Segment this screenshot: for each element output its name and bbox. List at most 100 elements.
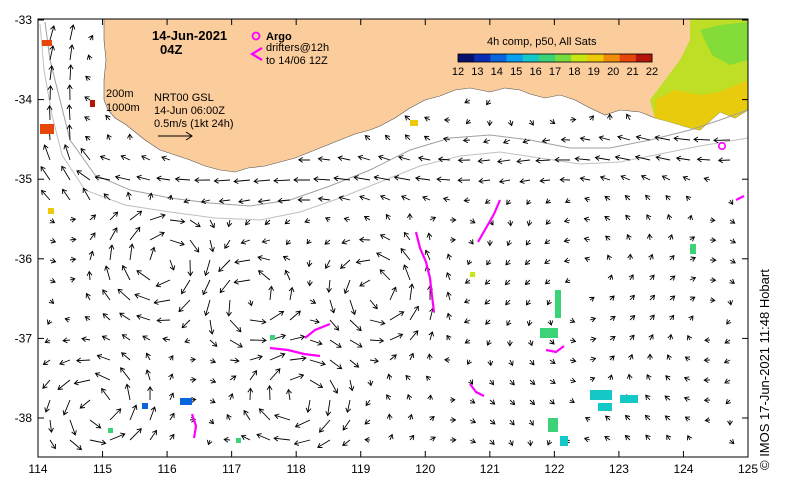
current-arrow — [629, 334, 635, 341]
current-arrow — [409, 305, 419, 321]
current-arrow — [141, 155, 151, 161]
current-arrow — [343, 279, 351, 295]
current-arrow — [364, 437, 371, 443]
current-arrow — [429, 436, 436, 442]
colorbar-tick-label: 17 — [549, 66, 561, 78]
current-arrow — [645, 194, 651, 201]
current-arrow — [286, 388, 292, 401]
current-arrow — [309, 318, 320, 325]
current-arrow — [167, 194, 174, 201]
current-arrow — [353, 175, 371, 181]
current-arrow — [84, 135, 91, 142]
current-arrow — [569, 337, 577, 344]
current-arrow — [526, 199, 532, 205]
current-arrow — [203, 299, 211, 317]
current-arrow — [646, 214, 652, 221]
current-arrow — [161, 155, 171, 162]
current-arrow — [373, 174, 391, 181]
current-arrow — [269, 310, 285, 321]
colorbar-segment — [571, 54, 588, 62]
current-arrow — [624, 414, 631, 421]
current-arrow — [266, 384, 273, 401]
current-arrow — [289, 334, 306, 341]
current-arrow — [202, 279, 211, 296]
current-arrow — [149, 213, 166, 221]
current-arrow — [61, 165, 71, 181]
current-arrow — [589, 296, 595, 302]
current-arrow — [589, 336, 597, 343]
drifter-track — [414, 231, 436, 313]
current-arrow — [703, 397, 711, 403]
current-arrow — [563, 237, 571, 244]
current-arrow — [546, 299, 552, 306]
current-arrow — [386, 394, 392, 401]
current-arrow — [289, 355, 307, 362]
current-arrow — [169, 412, 175, 421]
current-arrow — [369, 319, 386, 326]
current-arrow — [349, 299, 357, 316]
current-arrow — [337, 155, 351, 162]
current-arrow — [405, 374, 411, 381]
current-arrow — [584, 256, 591, 263]
x-tick-label: 116 — [158, 462, 177, 476]
current-arrow — [506, 239, 512, 247]
current-arrow — [449, 437, 457, 443]
current-arrow — [509, 399, 516, 406]
current-arrow — [273, 413, 291, 421]
current-arrow — [604, 436, 611, 441]
current-arrow — [607, 374, 614, 381]
current-arrow — [48, 64, 55, 81]
current-arrow — [102, 313, 111, 321]
current-arrow — [269, 368, 281, 381]
current-arrow — [696, 156, 711, 163]
current-arrow — [569, 377, 577, 384]
current-arrow — [389, 354, 397, 361]
plot-frame — [37, 18, 749, 458]
current-arrow — [516, 158, 531, 165]
current-arrow — [162, 336, 171, 343]
current-arrow — [384, 134, 391, 141]
current-arrow — [468, 379, 474, 385]
current-arrow — [544, 258, 551, 264]
legend-drifters-line1: drifters@12h — [266, 42, 329, 54]
y-tick-label: -38 — [15, 411, 33, 425]
current-arrow — [669, 295, 676, 301]
current-arrow — [727, 419, 733, 426]
current-arrow — [226, 299, 232, 317]
current-arrow — [486, 99, 492, 106]
current-arrow — [569, 357, 577, 364]
current-arrow — [609, 355, 615, 361]
current-arrow — [507, 339, 513, 347]
x-axis-ticks: 114 115 116 117 118 119 120 121 122 123 124 125 — [28, 19, 758, 476]
current-arrow — [496, 158, 511, 165]
current-arrow — [89, 439, 107, 446]
current-arrow — [49, 25, 56, 41]
current-arrow — [99, 155, 111, 161]
current-arrow — [47, 84, 54, 101]
current-arrow — [463, 197, 471, 204]
current-arrow — [257, 255, 271, 261]
y-axis-ticks: -33 -34 -35 -36 -37 -38 — [15, 13, 748, 425]
current-arrow — [181, 319, 191, 329]
current-arrow — [203, 259, 211, 277]
current-arrow — [654, 135, 671, 141]
current-arrow — [429, 415, 435, 422]
current-arrow — [407, 212, 413, 221]
vector-scale-arrow — [158, 131, 193, 141]
current-arrow — [109, 408, 122, 421]
current-arrow — [119, 312, 131, 321]
current-arrow — [388, 433, 394, 441]
current-arrow — [238, 198, 251, 205]
current-arrow — [508, 439, 514, 447]
legend-argo-label: Argo — [266, 31, 292, 43]
current-arrow — [124, 383, 131, 401]
current-arrow — [683, 376, 691, 382]
current-arrow — [305, 399, 312, 414]
current-arrow — [40, 165, 51, 181]
colorbar-tick-label: 20 — [607, 66, 619, 78]
current-arrow — [645, 434, 651, 441]
current-arrow — [240, 239, 251, 245]
current-arrow — [86, 54, 93, 61]
colorbar-segment — [603, 54, 621, 62]
current-arrow — [554, 156, 571, 163]
